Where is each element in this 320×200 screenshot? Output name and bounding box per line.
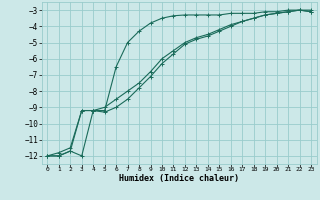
X-axis label: Humidex (Indice chaleur): Humidex (Indice chaleur) <box>119 174 239 183</box>
